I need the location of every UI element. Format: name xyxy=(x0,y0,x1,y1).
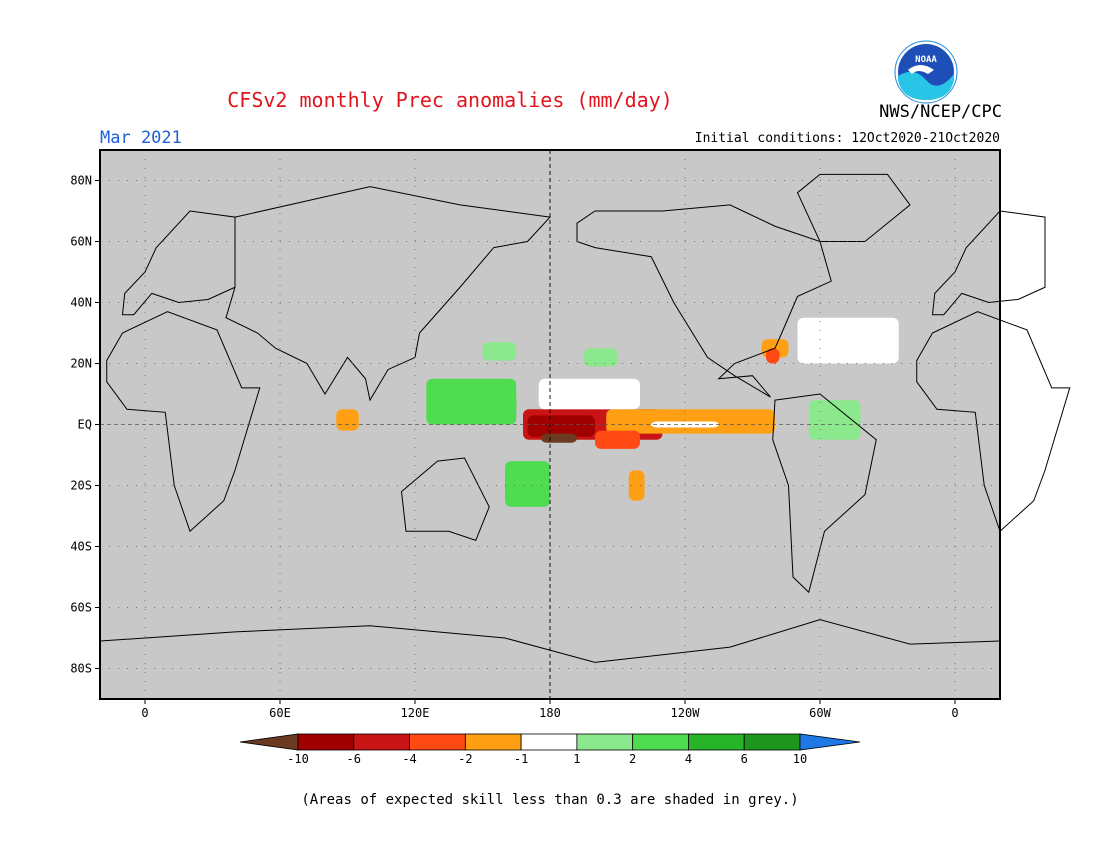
lat-tick-label: 20S xyxy=(70,479,92,493)
anomaly-caribbean-red xyxy=(766,348,780,364)
colorbar-tick-label: -6 xyxy=(347,752,361,766)
anomaly-maritime-dry-patch xyxy=(336,409,359,431)
anomaly-east-pacific-moderate-dry xyxy=(595,430,640,449)
lon-tick-label: 120E xyxy=(401,706,430,720)
coastline-africa xyxy=(106,311,261,533)
lon-tick-label: 180 xyxy=(539,706,561,720)
lon-tick-label: 60E xyxy=(269,706,291,720)
colorbar: -10 -6 -4 -2 -1 1 2 4 6 10 xyxy=(239,733,861,766)
anomaly-south-america-wet xyxy=(808,400,861,440)
skill-footnote: (Areas of expected skill less than 0.3 a… xyxy=(301,792,799,808)
lat-tick-label: 60S xyxy=(70,601,92,615)
noaa-logo-text: NOAA xyxy=(915,55,937,65)
coastline-antarctica xyxy=(99,619,1001,663)
lon-tick-label: 0 xyxy=(951,706,958,720)
lat-tick-label: 40N xyxy=(70,296,92,310)
colorbar-tick-label: -4 xyxy=(402,752,416,766)
colorbar-swatch xyxy=(409,733,466,751)
colorbar-low-arrow xyxy=(239,733,299,751)
noaa-logo-icon: NOAA xyxy=(894,40,958,104)
colorbar-swatch xyxy=(353,733,410,751)
colorbar-tick-label: -2 xyxy=(458,752,472,766)
colorbar-swatch xyxy=(297,733,355,751)
colorbar-swatch xyxy=(632,733,689,751)
colorbar-swatch xyxy=(743,733,801,751)
colorbar-tick-label: 2 xyxy=(629,752,636,766)
colorbar-tick-label: 6 xyxy=(741,752,748,766)
anomaly-atlantic-white xyxy=(797,317,899,364)
colorbar-swatch xyxy=(520,733,578,751)
lat-tick-label: EQ xyxy=(78,418,92,432)
anomaly-west-pacific-wet-outer xyxy=(426,378,517,425)
colorbar-high-arrow xyxy=(799,733,861,751)
anomaly-northwest-pacific-wet xyxy=(482,342,517,361)
colorbar-tick-label: 1 xyxy=(573,752,580,766)
colorbar-tick-label: -10 xyxy=(287,752,309,766)
coastline-europe-wrap xyxy=(931,210,1046,316)
lat-tick-label: 20N xyxy=(70,357,92,371)
coastline-africa-wrap xyxy=(916,311,1071,533)
agency-label: NWS/NCEP/CPC xyxy=(879,102,1002,122)
anomaly-regions xyxy=(336,317,899,507)
coastlines xyxy=(99,173,1071,663)
coastline-south-america xyxy=(772,393,877,594)
colorbar-tick-label: 4 xyxy=(685,752,692,766)
lat-tick-label: 80N xyxy=(70,174,92,188)
colorbar-swatch xyxy=(464,733,522,751)
lat-tick-label: 60N xyxy=(70,235,92,249)
lat-tick-label: 80S xyxy=(70,662,92,676)
colorbar-tick-label: -1 xyxy=(514,752,528,766)
colorbar-tick-label: 10 xyxy=(793,752,807,766)
map-title: CFSv2 monthly Prec anomalies (mm/day) xyxy=(227,88,673,112)
anomaly-central-pacific-strong-dry xyxy=(527,415,595,437)
lon-tick-label: 0 xyxy=(141,706,148,720)
anomaly-pacific-white xyxy=(538,378,640,410)
anomaly-south-pacific-dry-patch xyxy=(628,470,645,501)
anomaly-south-pacific-wet xyxy=(505,461,550,507)
coastline-north-america xyxy=(576,204,832,398)
coastline-asia xyxy=(225,186,552,402)
lat-tick-label: 40S xyxy=(70,540,92,554)
lon-tick-label: 120W xyxy=(671,706,701,720)
initial-conditions-label: Initial conditions: 12Oct2020-21Oct2020 xyxy=(694,131,1000,146)
colorbar-swatch xyxy=(576,733,634,751)
colorbar-swatch xyxy=(688,733,745,751)
anomaly-dateline-very-dry xyxy=(541,433,577,443)
lon-tick-label: 60W xyxy=(809,706,831,720)
forecast-month-label: Mar 2021 xyxy=(100,128,182,148)
anomaly-central-north-pacific-wet xyxy=(583,348,618,367)
coastline-australia xyxy=(400,457,490,542)
axis-ticks: 80N 60N 40N 20N EQ 20S 40S 60S 80S 0 60E 120E 180 120… xyxy=(70,174,958,721)
